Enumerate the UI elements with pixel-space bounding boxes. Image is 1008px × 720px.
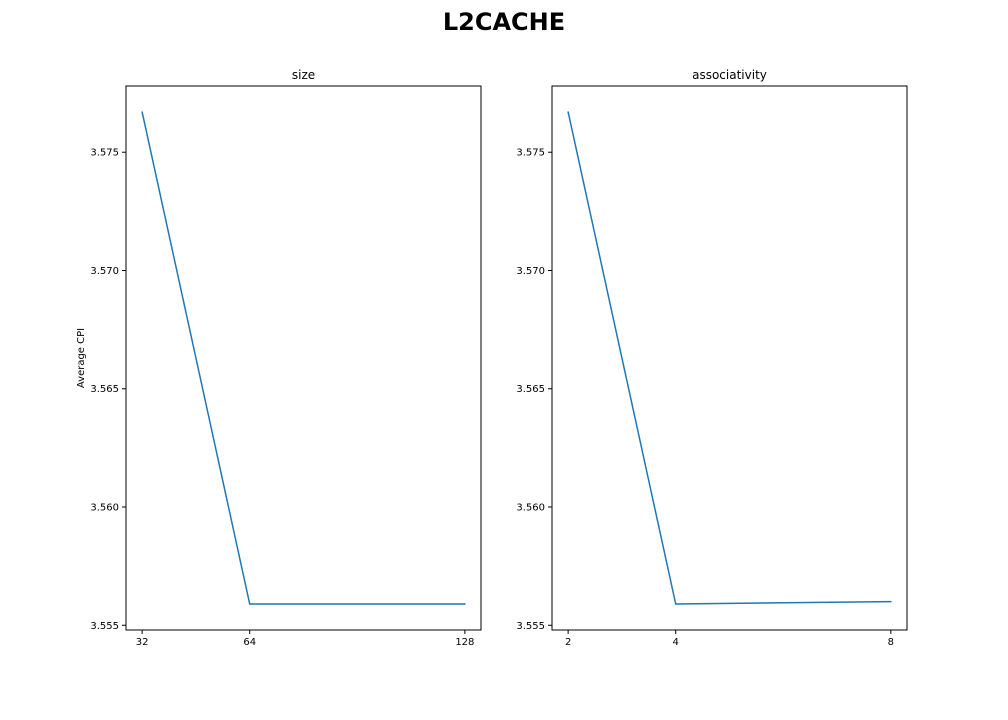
y-tick-label: 3.555: [516, 621, 545, 632]
subplot-associativity: associativity 3.555 3.560 3.565 3.570 3.575 2 4…: [516, 68, 908, 648]
y-tick-label: 3.565: [516, 384, 545, 395]
axes-frame: [551, 85, 908, 631]
data-point: [567, 111, 569, 113]
subplot-title: associativity: [692, 68, 767, 82]
x-tick-label: 128: [455, 637, 474, 648]
y-tick-label: 3.575: [516, 148, 545, 159]
x-tick-label: 8: [888, 637, 894, 648]
data-point: [464, 603, 466, 605]
x-tick-label: 64: [243, 637, 256, 648]
y-tick-label: 3.560: [516, 503, 545, 514]
y-axis-label: Average CPI: [76, 328, 87, 388]
series-line: [567, 111, 891, 605]
y-tick-label: 3.560: [90, 503, 119, 514]
x-tick-label: 4: [673, 637, 679, 648]
figure-title: L2CACHE: [442, 8, 566, 36]
axes-frame: [125, 85, 482, 631]
x-tick-label: 2: [565, 637, 571, 648]
data-point: [248, 603, 251, 605]
data-point: [890, 600, 892, 603]
series-line: [141, 111, 465, 605]
data-point: [674, 603, 677, 605]
y-tick-label: 3.575: [90, 148, 119, 159]
y-tick-label: 3.570: [90, 266, 119, 277]
y-tick-label: 3.570: [516, 266, 545, 277]
y-tick-label: 3.565: [90, 384, 119, 395]
subplot-size: size Average CPI 3.555 3.560 3.565 3.570 3.575…: [76, 68, 482, 648]
data-point: [141, 111, 143, 113]
x-tick-label: 32: [136, 637, 149, 648]
subplot-title: size: [292, 68, 315, 82]
y-tick-label: 3.555: [90, 621, 119, 632]
